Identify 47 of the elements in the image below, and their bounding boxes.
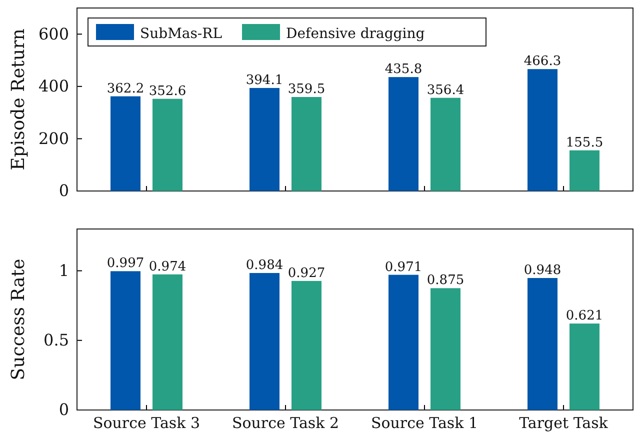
data-label: 362.2: [106, 81, 144, 96]
bar: [430, 98, 460, 191]
data-label: 356.4: [426, 82, 464, 98]
data-label: 466.3: [524, 54, 562, 70]
bar: [388, 77, 418, 191]
y-axis-title: Episode Return: [8, 28, 29, 170]
y-tick-label: 1: [58, 260, 69, 280]
data-label: 0.974: [148, 259, 186, 274]
data-label: 0.971: [384, 260, 422, 275]
bar: [528, 69, 558, 191]
bar: [250, 272, 280, 410]
bar: [528, 278, 558, 410]
x-tick-label: Target Task: [519, 414, 609, 432]
y-tick-label: 200: [38, 128, 69, 148]
data-label: 352.6: [148, 84, 186, 99]
y-tick-label: 0.5: [44, 330, 69, 350]
data-label: 0.984: [246, 258, 284, 273]
y-tick-label: 600: [38, 24, 69, 44]
bar: [430, 288, 460, 410]
bar: [570, 324, 600, 410]
x-tick-label: Source Task 2: [232, 414, 340, 432]
bar: [152, 274, 182, 410]
data-label: 394.1: [246, 72, 284, 88]
legend-label: SubMas-RL: [140, 26, 222, 42]
legend-label: Defensive dragging: [286, 26, 425, 42]
bar: [250, 88, 280, 191]
data-label: 0.621: [566, 308, 604, 324]
bar: [110, 271, 140, 410]
y-tick-label: 400: [38, 76, 69, 96]
data-label: 155.5: [566, 135, 604, 150]
y-tick-label: 0: [58, 181, 69, 200]
x-tick-label: Source Task 1: [370, 414, 478, 432]
data-label: 435.8: [384, 62, 422, 78]
data-label: 0.927: [288, 266, 326, 281]
bar: [110, 96, 140, 191]
y-tick-label: 0: [58, 400, 69, 420]
data-label: 359.5: [288, 82, 326, 98]
data-label: 0.948: [524, 263, 562, 278]
y-axis-title: Success Rate: [8, 258, 29, 380]
bar: [292, 97, 322, 191]
x-tick-label: Source Task 3: [92, 414, 200, 432]
data-label: 0.997: [106, 256, 144, 272]
bar: [152, 98, 182, 191]
bar: [570, 150, 600, 191]
bar: [292, 280, 322, 410]
bar: [388, 274, 418, 410]
data-label: 0.875: [426, 273, 464, 288]
